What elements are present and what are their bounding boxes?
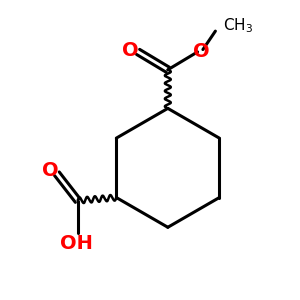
- Text: O: O: [193, 42, 209, 62]
- Text: OH: OH: [60, 234, 93, 253]
- Text: O: O: [42, 161, 59, 180]
- Text: O: O: [122, 41, 139, 60]
- Text: CH$_3$: CH$_3$: [223, 16, 253, 34]
